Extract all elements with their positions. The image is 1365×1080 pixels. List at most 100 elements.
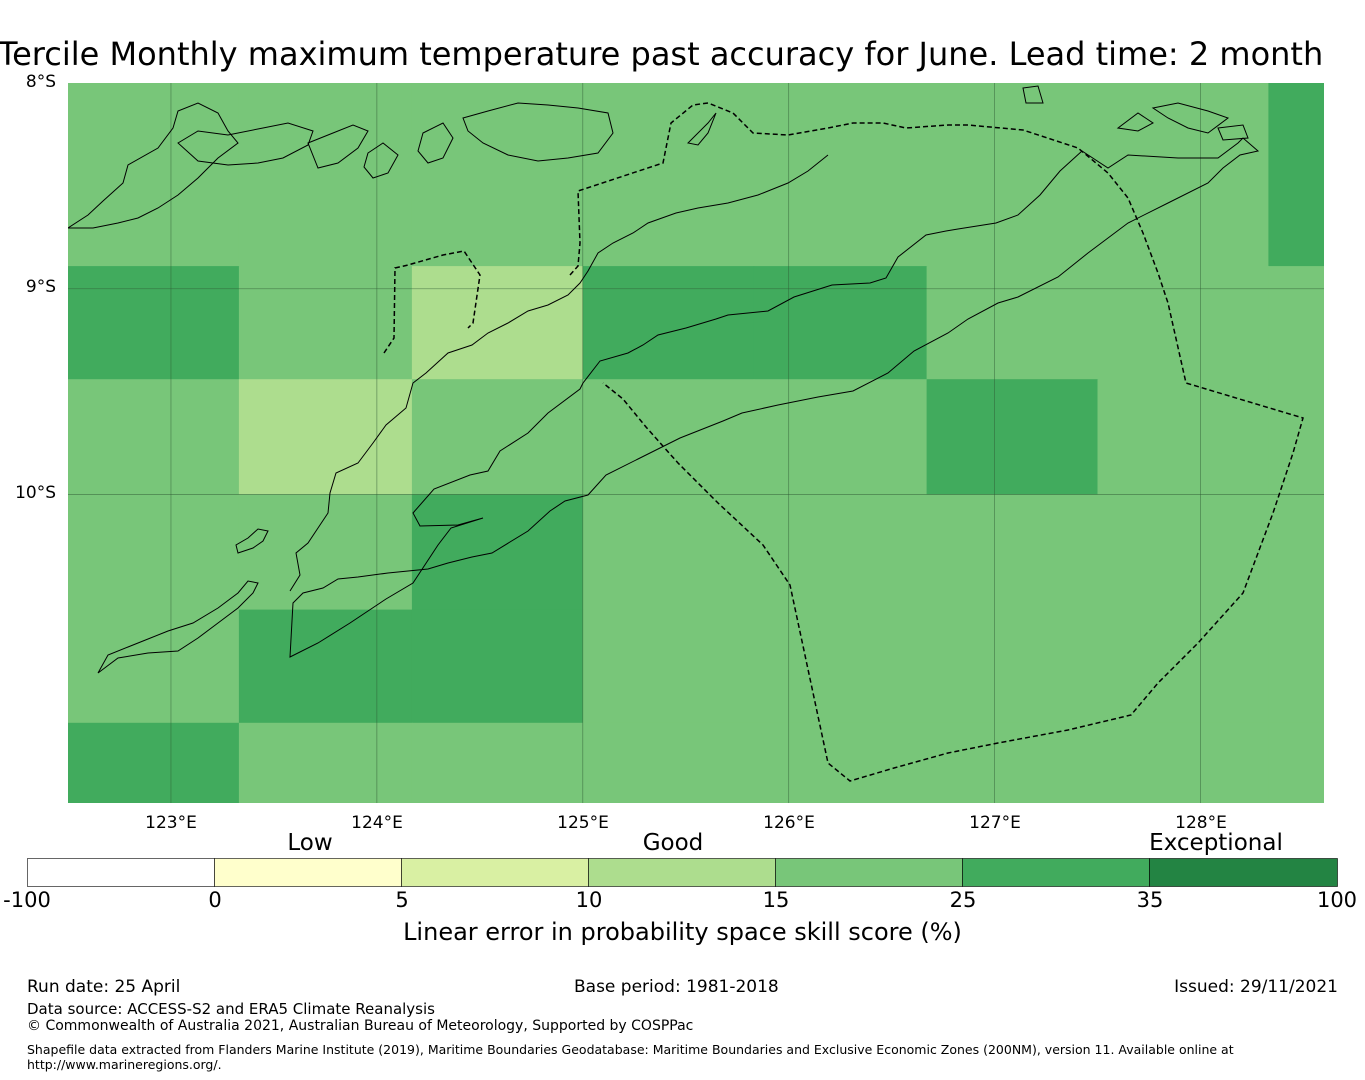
semau-coast [235,528,269,554]
colorbar-bin-10-15 [588,858,776,887]
lon-label-126e: 126°E [763,813,815,833]
lat-label-9s: 9°S [25,277,56,297]
coastlines [68,85,1260,674]
skill-cell [582,379,755,495]
eez-boundary [569,102,1304,782]
skill-cell [238,494,413,611]
issued-date: Issued: 29/11/2021 [1174,977,1338,997]
colorbar-tick: 25 [949,888,977,912]
skill-cell [926,266,1099,380]
skill-cell [1268,266,1324,380]
west-timor-coast [289,154,829,592]
base-period: Base period: 1981-2018 [574,977,779,997]
skill-cell [1268,609,1324,724]
skill-cell [926,494,1099,611]
romang-coast [1151,102,1230,134]
colorbar-bin-25-35 [962,858,1150,887]
colorbar-tick: 100 [1316,888,1358,912]
lat-label-8s: 8°S [25,72,56,92]
skill-cell [582,83,755,267]
colorbar [27,858,1338,887]
skill-cell [926,379,1099,495]
lembata-coast [307,124,369,169]
shapefile-credit-line1: Shapefile data extracted from Flanders M… [27,1042,1234,1057]
oecusse-boundary [383,250,481,354]
colorbar-bin-neg [27,858,215,887]
solor-coast [177,122,314,166]
timor-coastline [289,137,1260,658]
skill-cell [1268,494,1324,611]
skill-cell [238,266,413,380]
skill-cell [926,722,1099,803]
skill-cell [238,722,413,803]
alor-coast [462,102,614,162]
colorbar-tick: 35 [1136,888,1164,912]
run-date: Run date: 25 April [27,977,181,997]
skill-cell [753,379,928,495]
colorbar-bin-35-100 [1149,858,1338,887]
colorbar-bin-0-5 [214,858,402,887]
lon-label-124e: 124°E [351,813,403,833]
colorbar-label: Linear error in probability space skill … [403,918,962,946]
skill-cell [1097,494,1269,611]
skill-cells [68,83,1324,803]
skill-cell [753,494,928,611]
shapefile-credit-line2: http://www.marineregions.org/. [27,1057,222,1072]
skill-cell [411,609,584,724]
colorbar-bin-5-10 [401,858,589,887]
skill-cell [753,722,928,803]
category-good: Good [642,830,704,856]
skill-cell [1097,722,1269,803]
colorbar-tick: 10 [575,888,603,912]
skill-cell [753,609,928,724]
skill-cell [582,494,755,611]
lon-label-123e: 123°E [145,813,197,833]
maritime-boundaries [383,102,1304,782]
skill-cell [1268,379,1324,495]
skill-cell [68,266,240,380]
flores-coast [68,102,239,229]
skill-cell [926,609,1099,724]
colorbar-bin-15-25 [775,858,963,887]
skill-map [68,83,1324,803]
skill-cell [68,83,240,267]
colorbar-tick: 15 [762,888,790,912]
data-source: Data source: ACCESS-S2 and ERA5 Climate … [27,1000,435,1018]
shapefile-credit: Shapefile data extracted from Flanders M… [27,1042,1347,1072]
category-low: Low [287,830,333,856]
skill-cell [1097,609,1269,724]
category-exceptional: Exceptional [1149,830,1283,856]
skill-cell [1097,266,1269,380]
lon-label-127e: 127°E [969,813,1021,833]
map-title: Tercile Monthly maximum temperature past… [0,35,1324,73]
skill-cell [411,83,584,267]
skill-cell [1268,83,1324,267]
skill-cell [926,83,1099,267]
skill-cell [753,266,928,380]
wetar-west-coast [1022,85,1044,104]
wetar-coast [1116,112,1154,132]
lat-label-10s: 10°S [15,483,56,503]
rote-coast [97,580,259,674]
graticule [68,83,1324,803]
skill-cell [411,379,584,495]
skill-cell [582,266,755,380]
skill-cell [411,494,584,611]
skill-cell [411,722,584,803]
skill-cell [1097,83,1269,267]
skill-cell [238,379,413,495]
atauro-coast [686,112,717,146]
colorbar-tick: -100 [3,888,51,912]
skill-cell [582,722,755,803]
damar-coast [1217,124,1249,141]
alor-west-coast [417,122,454,164]
skill-cell [238,83,413,267]
lon-label-128e: 128°E [1175,813,1227,833]
lon-label-125e: 125°E [557,813,609,833]
skill-cell [582,609,755,724]
skill-cell [68,722,240,803]
skill-cell [411,266,584,380]
colorbar-tick: 5 [395,888,409,912]
skill-cell [68,494,240,611]
copyright-notice: © Commonwealth of Australia 2021, Austra… [27,1018,694,1034]
